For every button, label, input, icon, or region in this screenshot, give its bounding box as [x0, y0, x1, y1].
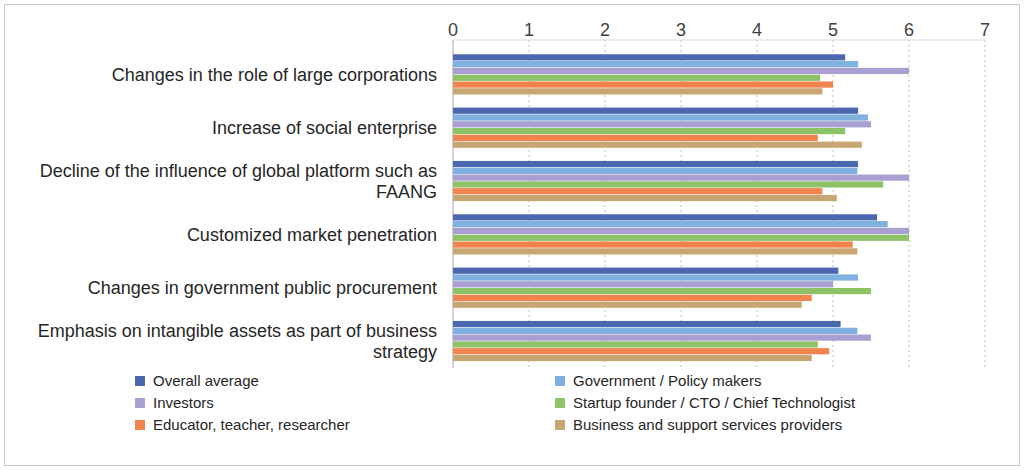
grid-line [985, 40, 986, 368]
chart: 0 1 2 3 4 5 6 7 Changes in the role of large cor… [0, 0, 1024, 470]
bar [453, 61, 858, 67]
bar [453, 228, 909, 234]
frame [5, 5, 1020, 466]
legend-swatch [555, 376, 565, 386]
bar [453, 288, 871, 294]
bar [453, 121, 871, 127]
legend-label: Overall average [153, 372, 259, 389]
bar [453, 355, 812, 361]
category-label: Increase of social enterprise [212, 118, 437, 138]
bar [453, 241, 853, 247]
bar [453, 328, 857, 334]
bars [453, 54, 909, 361]
bar [453, 88, 822, 94]
bar [453, 175, 909, 181]
bar [453, 75, 820, 81]
legend-label: Educator, teacher, researcher [153, 416, 350, 433]
bar [453, 168, 857, 174]
legend-label: Investors [153, 394, 214, 411]
bar [453, 335, 871, 341]
bar [453, 81, 833, 87]
bar [453, 142, 862, 148]
legend: Overall average Government / Policy maker… [135, 372, 856, 433]
bar [453, 268, 838, 274]
legend-label: Startup founder / CTO / Chief Technologi… [573, 394, 856, 411]
category-label: Decline of the influence of global platf… [40, 161, 437, 202]
category-label: Changes in the role of large corporation… [112, 65, 437, 85]
legend-swatch [555, 398, 565, 408]
bar [453, 235, 909, 241]
bar [453, 248, 857, 254]
bar [453, 114, 868, 120]
bar [453, 188, 822, 194]
bar [453, 274, 858, 280]
legend-swatch [555, 420, 565, 430]
bar [453, 214, 877, 220]
bar [453, 195, 837, 201]
legend-swatch [135, 376, 145, 386]
tick-label: 4 [752, 20, 762, 40]
tick-label: 3 [676, 20, 686, 40]
bar [453, 295, 812, 301]
bar [453, 128, 845, 134]
bar [453, 348, 829, 354]
grid-line [909, 40, 910, 368]
bar [453, 135, 818, 141]
tick-label: 2 [600, 20, 610, 40]
tick-label: 1 [524, 20, 534, 40]
bar [453, 181, 883, 187]
category-label: Customized market penetration [187, 225, 437, 245]
tick-label: 7 [980, 20, 990, 40]
legend-label: Business and support services providers [573, 416, 842, 433]
bar [453, 221, 888, 227]
bar [453, 68, 909, 74]
bar [453, 161, 858, 167]
grid-line [833, 40, 834, 368]
legend-label: Government / Policy makers [573, 372, 761, 389]
category-label: Emphasis on intangible assets as part of… [38, 321, 437, 362]
legend-swatch [135, 420, 145, 430]
bar [453, 321, 841, 327]
axis-range [453, 40, 985, 41]
bar [453, 281, 833, 287]
category-label: Changes in government public procurement [88, 278, 437, 298]
tick-label: 6 [904, 20, 914, 40]
bar [453, 302, 802, 308]
bar [453, 341, 818, 347]
legend-swatch [135, 398, 145, 408]
bar [453, 54, 845, 60]
bar [453, 108, 858, 114]
tick-label: 0 [448, 20, 458, 40]
tick-label: 5 [828, 20, 838, 40]
